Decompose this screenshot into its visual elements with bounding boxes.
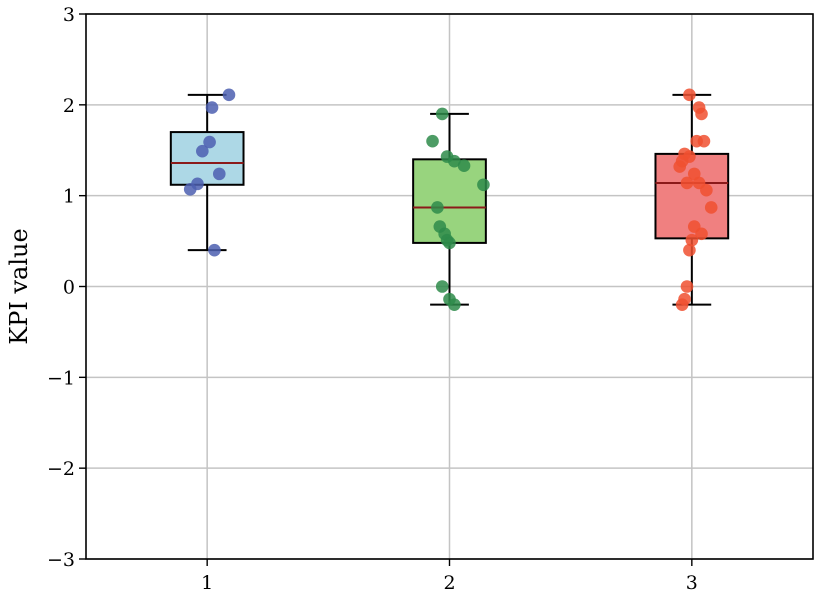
x-tick-label: 2 [443,572,455,593]
data-point [426,134,439,148]
iqr-box [412,158,487,244]
y-tick-label: 1 [63,186,75,208]
y-tick-label: 0 [63,277,75,299]
y-tick-label: 2 [63,95,75,117]
y-axis-label: KPI value [5,228,33,344]
y-tick-label: 3 [63,4,75,26]
points-layer [183,88,718,311]
box-group-3 [654,93,730,306]
data-point [457,159,471,172]
data-point [683,243,696,257]
data-point [196,144,209,158]
data-point [675,298,689,311]
ticks-layer: 3 2 1 0 −1 −2 −3 1 2 3 [47,4,698,593]
data-point [704,201,718,214]
data-point [435,280,449,293]
data-point [448,154,461,168]
data-point [685,233,699,247]
data-point [680,280,694,293]
data-point [697,134,711,148]
data-point [680,176,694,190]
y-tick-label: −3 [47,549,75,571]
data-point [695,107,708,121]
data-point [431,201,444,214]
data-point [222,88,236,102]
boxes-layer [169,93,730,306]
x-tick-label: 1 [201,572,213,593]
y-tick-label: −2 [47,458,75,480]
iqr-box [169,131,245,186]
data-point [673,160,687,173]
data-point [700,183,713,197]
y-tick-label: −1 [47,367,75,389]
data-point [477,178,490,192]
box-group-1 [169,93,245,252]
data-point [443,236,456,250]
data-point [448,298,461,311]
data-point [203,135,216,149]
data-point [695,227,708,241]
data-point [212,167,226,181]
data-point [435,107,449,121]
data-point [208,243,221,257]
data-point [683,88,696,102]
box-group-2 [412,112,487,306]
data-point [191,177,204,191]
data-point [205,101,219,114]
x-tick-label: 3 [686,572,698,593]
